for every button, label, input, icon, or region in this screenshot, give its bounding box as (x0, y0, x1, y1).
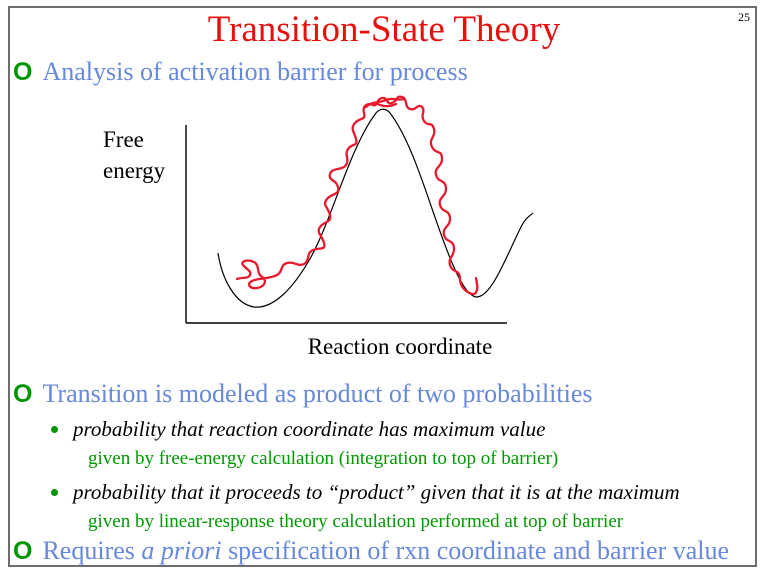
trajectory-knot (364, 97, 406, 109)
bullet-transition-text: Transition is modeled as product of two … (42, 379, 593, 408)
y-axis-label: Free energy (103, 127, 166, 184)
free-energy-curve (217, 108, 534, 308)
note-free-energy: given by free-energy calculation (integr… (88, 448, 559, 469)
bullet-analysis: O Analysis of activation barrier for pro… (13, 57, 468, 87)
note-linear-response: given by linear-response theory calculat… (88, 511, 624, 532)
x-axis-label: Reaction coordinate (307, 334, 493, 359)
energy-diagram (185, 95, 534, 324)
sub-bullet-probability-product: probability that it proceeds to “product… (51, 480, 680, 505)
page-number: 25 (738, 10, 750, 24)
bullet-o-icon: O (13, 537, 33, 565)
trajectory-path (235, 95, 479, 296)
bullet-requires-text: Requires a priori specification of rxn c… (42, 536, 729, 566)
sub-bullet-text: probability that reaction coordinate has… (73, 417, 546, 441)
bullet-o-icon: O (13, 380, 33, 408)
bullet-analysis-text: Analysis of activation barrier for proce… (42, 57, 468, 86)
sub-bullet-probability-max: probability that reaction coordinate has… (51, 417, 545, 442)
slide-title: Transition-State Theory (207, 9, 561, 50)
bullet-dot-icon (51, 489, 58, 496)
bullet-dot-icon (51, 426, 58, 433)
bullet-requires-pre: Requires (42, 536, 142, 565)
bullet-o-icon: O (13, 58, 33, 86)
bullet-requires: O Requires a priori specification of rxn… (13, 536, 729, 566)
bullet-requires-italic: a priori (141, 536, 222, 565)
slide-border (8, 6, 757, 567)
bullet-transition: O Transition is modeled as product of tw… (13, 379, 593, 409)
sub-bullet-text: probability that it proceeds to “product… (73, 480, 680, 504)
bullet-requires-post: specification of rxn coordinate and barr… (221, 536, 730, 565)
